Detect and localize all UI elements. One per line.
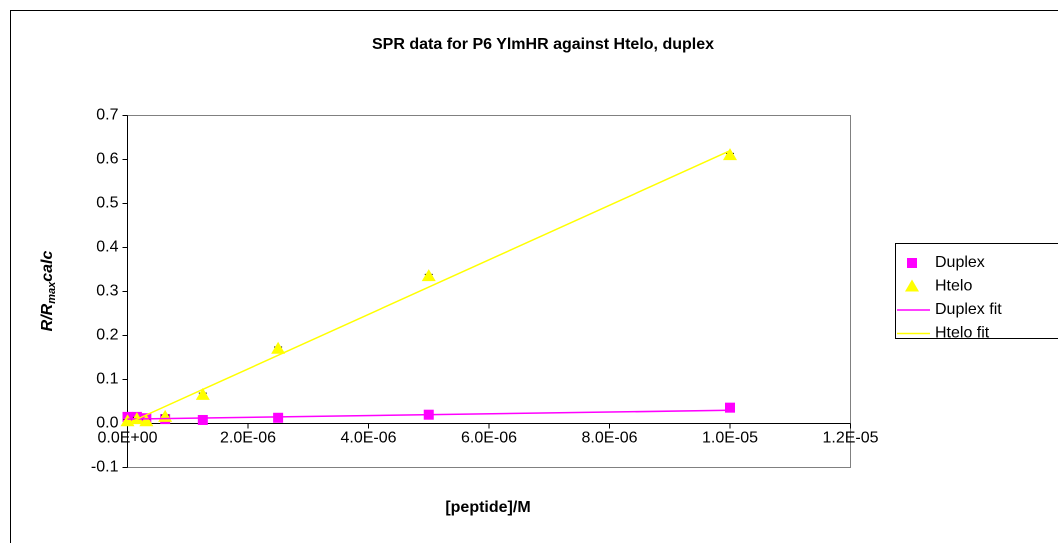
fit-line: [127, 150, 731, 425]
data-point: [139, 414, 154, 427]
y-tick-label: 0.1: [96, 371, 118, 388]
data-point: [195, 387, 210, 400]
y-tick-label: 0.3: [96, 283, 118, 300]
x-tick-label: 0.0E+00: [97, 430, 157, 447]
y-tick-label: 0.6: [96, 151, 118, 168]
x-tick-label: 6.0E-06: [461, 430, 517, 447]
x-tick-label: 2.0E-06: [220, 430, 276, 447]
x-tick-label: 1.0E-05: [702, 430, 758, 447]
data-point: [421, 269, 436, 282]
fit-line: [127, 409, 731, 420]
x-tick-label: 4.0E-06: [340, 430, 396, 447]
x-tick-label: 1.2E-05: [822, 430, 878, 447]
data-point: [271, 341, 286, 354]
data-point: [723, 148, 737, 161]
data-point: [725, 402, 735, 413]
y-axis-label: R/Rmaxcalc: [39, 251, 58, 332]
plot-area: [127, 115, 851, 468]
y-tick-label: 0.7: [96, 107, 118, 124]
y-tick-label: 0.5: [96, 195, 118, 212]
data-point: [197, 414, 208, 425]
legend-label: Htelo fit: [935, 325, 990, 342]
legend-label: Duplex fit: [935, 301, 1002, 318]
y-tick-label: -0.1: [91, 459, 119, 476]
legend-label: Duplex: [935, 254, 985, 271]
legend: [895, 243, 1058, 339]
legend-swatch: [905, 279, 919, 292]
data-point: [273, 412, 284, 423]
x-axis-label: [peptide]/M: [445, 499, 530, 516]
legend-label: Htelo: [935, 278, 972, 295]
y-tick-label: 0.0: [96, 415, 118, 432]
legend-swatch: [907, 258, 917, 268]
y-tick-label: 0.4: [96, 239, 118, 256]
y-tick-label: 0.2: [96, 327, 118, 344]
chart-title: SPR data for P6 YlmHR against Htelo, dup…: [372, 36, 714, 53]
x-tick-label: 8.0E-06: [581, 430, 637, 447]
